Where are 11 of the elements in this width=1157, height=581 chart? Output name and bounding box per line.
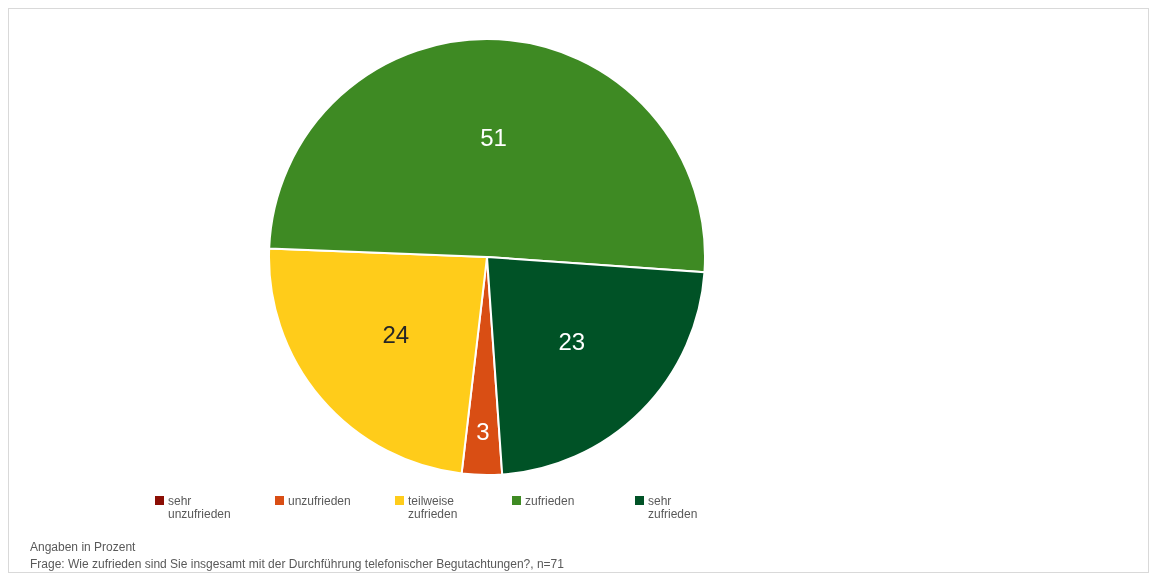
text: Angaben in Prozent: [30, 540, 137, 554]
data-label: 24: [382, 321, 410, 349]
legend-label: zufrieden: [525, 494, 575, 508]
data-label: 51: [480, 123, 507, 151]
data-label: 23: [558, 328, 586, 356]
text: Frage: Wie zufrieden sind Sie insgesamt mit der Durchführung telefonischer Begutachtungen?, n=71: [30, 557, 565, 571]
legend-label: teilweise zufrieden: [408, 494, 458, 521]
legend-label: sehr unzufrieden: [168, 494, 231, 521]
legend-label: unzufrieden: [288, 494, 351, 508]
legend-label: sehr zufrieden: [648, 494, 698, 521]
data-label: 3: [476, 417, 490, 445]
